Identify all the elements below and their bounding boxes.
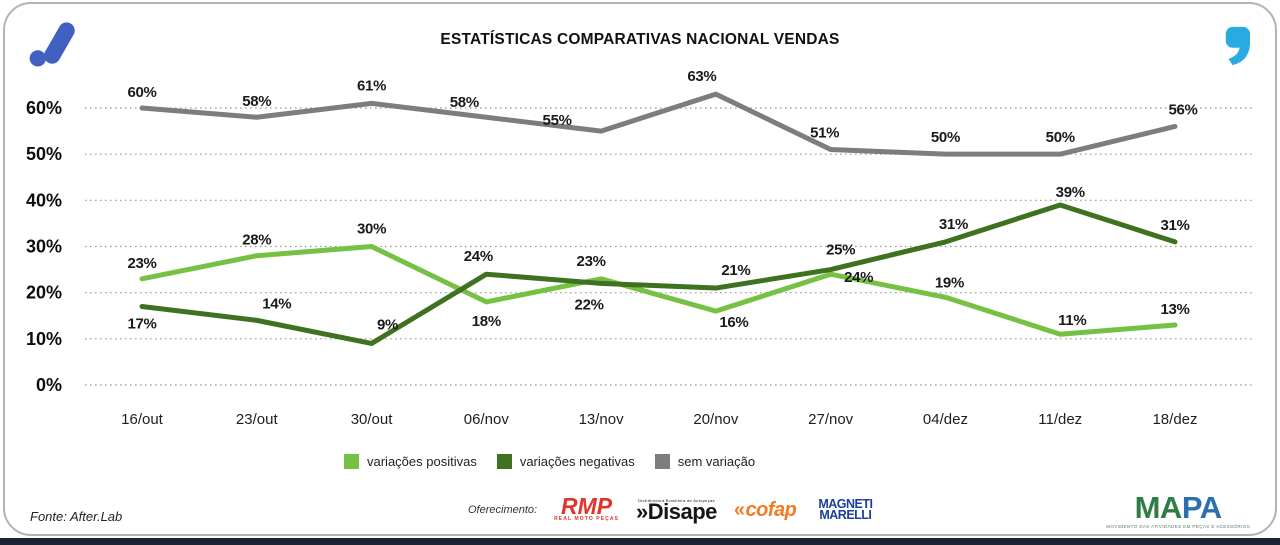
legend-item: variações negativas — [496, 454, 635, 469]
data-label: 17% — [127, 316, 156, 333]
x-tick-label: 30/out — [351, 411, 394, 428]
data-label: 50% — [1046, 129, 1075, 146]
x-tick-label: 13/nov — [579, 411, 625, 428]
data-label: 11% — [1058, 312, 1086, 329]
disape-logo-text: »Disape — [636, 499, 717, 525]
disape-logo-subtext: Distribuidora Brasileira de Autopeças — [638, 498, 715, 504]
legend-swatch-icon — [654, 454, 670, 469]
data-label: 24% — [844, 269, 873, 286]
data-label: 9% — [377, 316, 398, 333]
sponsor-label: Oferecimento: — [468, 504, 538, 516]
y-tick-label: 50% — [26, 144, 62, 164]
legend-swatch-icon — [344, 454, 359, 469]
series-line-2 — [139, 202, 1178, 346]
legend-label: variações negativas — [519, 454, 635, 469]
legend-label: sem variação — [677, 454, 756, 469]
mapa-logo-subtext: MOVIMENTO DAS ATIVIDADES EM PEÇAS E ACES… — [1106, 524, 1250, 529]
x-tick-label: 27/nov — [808, 411, 854, 428]
y-tick-label: 40% — [26, 190, 62, 210]
data-label: 50% — [931, 129, 960, 146]
x-tick-label: 04/dez — [923, 411, 968, 428]
data-label: 21% — [721, 262, 750, 279]
data-label: 60% — [127, 84, 156, 101]
cofap-logo-text: cofap — [745, 498, 797, 521]
data-label: 19% — [935, 274, 964, 291]
y-tick-label: 30% — [26, 237, 62, 257]
x-tick-label: 23/out — [236, 411, 279, 428]
data-label: 39% — [1056, 184, 1085, 201]
mapa-logo-letters: MA — [1134, 490, 1183, 525]
data-label: 16% — [719, 314, 748, 331]
y-tick-label: 60% — [26, 98, 62, 118]
quote-icon — [1224, 26, 1250, 66]
data-label: 14% — [262, 295, 291, 312]
data-label: 23% — [127, 255, 156, 272]
rmp-logo: RMP REAL MOTO PEÇAS — [554, 495, 620, 523]
data-label: 24% — [464, 248, 493, 265]
x-tick-label: 16/out — [121, 411, 164, 428]
data-label: 22% — [575, 296, 604, 313]
data-label: 28% — [242, 232, 271, 249]
legend-label: variações positivas — [367, 454, 477, 469]
source-note: Fonte: After.Lab — [30, 509, 123, 524]
page-title: ESTATÍSTICAS COMPARATIVAS NACIONAL VENDA… — [440, 31, 840, 48]
sponsors-row: Oferecimento: RMP REAL MOTO PEÇAS Distri… — [468, 495, 877, 525]
data-label: 55% — [543, 112, 572, 129]
cofap-arrow-icon: « — [733, 498, 745, 521]
page-card — [3, 2, 1277, 536]
data-label: 51% — [810, 125, 839, 142]
data-label: 63% — [687, 68, 716, 85]
legend-item: variações positivas — [344, 454, 477, 469]
x-tick-label: 11/dez — [1038, 411, 1082, 428]
legend: variações positivas variações negativas se… — [344, 454, 755, 469]
mapa-logo-letters: PA — [1181, 490, 1222, 525]
x-tick-label: 06/nov — [464, 411, 510, 428]
cofap-logo: «cofap — [733, 498, 797, 522]
series-line-3 — [139, 91, 1178, 157]
y-tick-label: 10% — [26, 329, 62, 349]
x-tick-label: 20/nov — [693, 411, 739, 428]
magneti-marelli-logo: MAGNETI MARELLI — [818, 496, 873, 522]
rmp-logo-text: RMP — [561, 493, 613, 519]
data-label: 56% — [1168, 101, 1197, 118]
legend-item: sem variação — [654, 454, 756, 469]
disape-logo: Distribuidora Brasileira de Autopeças »D… — [636, 498, 717, 525]
data-label: 25% — [826, 242, 855, 259]
legend-swatch-icon — [496, 454, 512, 469]
data-label: 58% — [450, 94, 479, 111]
bottom-accent-bar — [0, 538, 1280, 545]
data-label: 13% — [1160, 301, 1189, 318]
mapa-logo-text: MAPA — [1106, 492, 1250, 523]
data-label: 31% — [1160, 217, 1189, 234]
data-label: 30% — [357, 221, 386, 238]
x-tick-label: 18/dez — [1152, 411, 1197, 428]
data-label: 58% — [242, 93, 271, 110]
data-label: 61% — [357, 77, 386, 94]
data-label: 18% — [472, 313, 501, 330]
y-tick-label: 0% — [36, 375, 62, 395]
afterlab-mark-icon — [28, 20, 86, 68]
mapa-logo: MAPA MOVIMENTO DAS ATIVIDADES EM PEÇAS E… — [1106, 492, 1250, 529]
y-tick-label: 20% — [26, 283, 62, 303]
data-label: 31% — [939, 216, 968, 233]
data-label: 23% — [577, 253, 606, 270]
rmp-logo-subtext: REAL MOTO PEÇAS — [554, 516, 620, 523]
series-line-1 — [139, 244, 1178, 337]
